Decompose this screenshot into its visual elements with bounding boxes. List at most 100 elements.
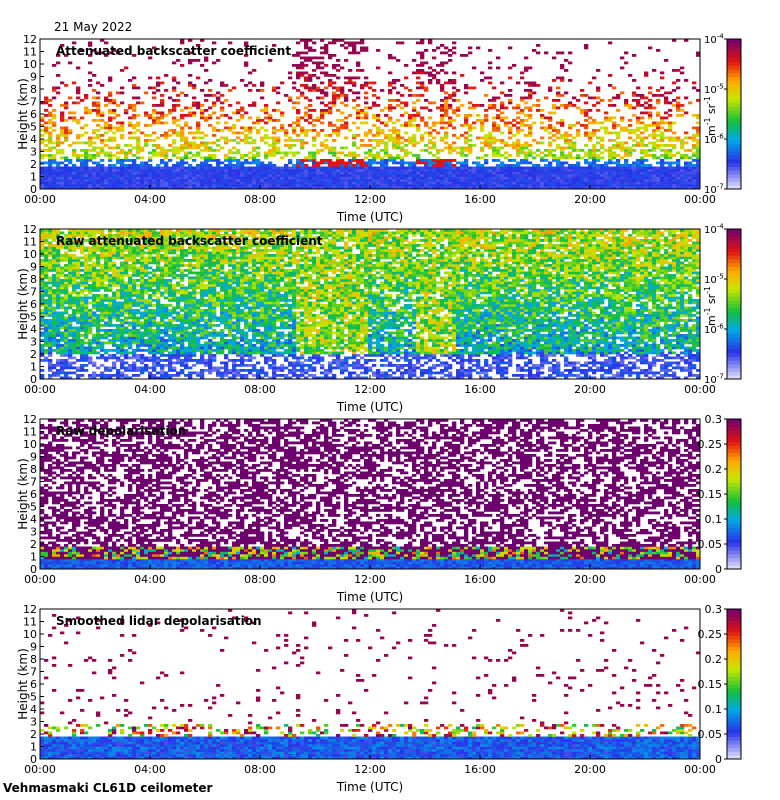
y-tick-label: 6 bbox=[30, 488, 37, 501]
colorbar-tick-label: 0.2 bbox=[705, 653, 723, 666]
colorbar-tick-label: 0.2 bbox=[705, 463, 723, 476]
y-tick-label: 1 bbox=[30, 361, 37, 374]
x-tick-label: 16:00 bbox=[464, 763, 496, 776]
colorbar-tick-label: 10-6​ bbox=[704, 133, 724, 147]
y-tick-label: 11 bbox=[23, 46, 37, 59]
colorbar-tick-label: 0.25 bbox=[698, 438, 723, 451]
panel-2: Raw attenuated backscatter coefficient01… bbox=[16, 223, 742, 414]
panel-title: Raw attenuated backscatter coefficient bbox=[56, 234, 323, 248]
x-tick-label: 20:00 bbox=[574, 573, 606, 586]
panel-title: Attenuated backscatter coefficient bbox=[56, 44, 291, 58]
y-tick-label: 10 bbox=[23, 438, 37, 451]
x-tick-label: 16:00 bbox=[464, 573, 496, 586]
y-tick-label: 6 bbox=[30, 108, 37, 121]
x-tick-label: 00:00 bbox=[24, 573, 56, 586]
y-tick-label: 5 bbox=[30, 501, 37, 514]
y-tick-label: 4 bbox=[30, 133, 37, 146]
y-tick-label: 4 bbox=[30, 323, 37, 336]
y-tick-label: 11 bbox=[23, 236, 37, 249]
heatmap-cells bbox=[40, 229, 701, 380]
x-tick-label: 20:00 bbox=[574, 193, 606, 206]
date-label: 21 May 2022 bbox=[54, 20, 132, 34]
colorbar-unit: m-1​ sr-1​ bbox=[703, 286, 718, 326]
x-tick-label: 04:00 bbox=[134, 763, 166, 776]
y-tick-label: 9 bbox=[30, 641, 37, 654]
colorbar-frame bbox=[726, 38, 742, 190]
heatmap-cells bbox=[40, 609, 701, 760]
y-tick-label: 2 bbox=[30, 158, 37, 171]
y-tick-label: 3 bbox=[30, 716, 37, 729]
y-axis-label: Height (km) bbox=[16, 268, 30, 339]
y-tick-label: 1 bbox=[30, 551, 37, 564]
y-tick-label: 1 bbox=[30, 741, 37, 754]
x-tick-label: 00:00 bbox=[684, 763, 716, 776]
x-tick-label: 08:00 bbox=[244, 383, 276, 396]
x-tick-label: 12:00 bbox=[354, 573, 386, 586]
colorbar-tick-label: 0.25 bbox=[698, 628, 723, 641]
x-tick-label: 04:00 bbox=[134, 193, 166, 206]
x-tick-label: 12:00 bbox=[354, 193, 386, 206]
y-tick-label: 7 bbox=[30, 666, 37, 679]
y-axis-label: Height (km) bbox=[16, 648, 30, 719]
panel-title: Raw depolarisation bbox=[56, 424, 186, 438]
x-tick-label: 16:00 bbox=[464, 193, 496, 206]
colorbar: 10-4​ 10-5​ 10-6​ 10-7​ m-1​ sr-1​ bbox=[703, 223, 742, 386]
y-tick-label: 5 bbox=[30, 311, 37, 324]
panel-4: Smoothed lidar depolarisation01234567891… bbox=[16, 603, 742, 794]
colorbar-tick-label: 0.1 bbox=[705, 513, 723, 526]
y-tick-label: 7 bbox=[30, 96, 37, 109]
footer-label: Vehmasmaki CL61D ceilometer bbox=[3, 781, 212, 795]
colorbar-tick-label: 10-7​ bbox=[704, 183, 724, 197]
x-tick-label: 00:00 bbox=[24, 383, 56, 396]
y-tick-label: 3 bbox=[30, 336, 37, 349]
x-axis-label: Time (UTC) bbox=[336, 400, 403, 414]
colorbar-tick-label: 0.15 bbox=[698, 678, 723, 691]
x-tick-label: 00:00 bbox=[24, 193, 56, 206]
heatmap-cells bbox=[40, 39, 701, 190]
colorbar-tick-label: 10-5​ bbox=[704, 273, 724, 287]
y-axis-label: Height (km) bbox=[16, 458, 30, 529]
x-tick-label: 12:00 bbox=[354, 383, 386, 396]
y-tick-label: 5 bbox=[30, 691, 37, 704]
colorbar-tick-label: 0.1 bbox=[705, 703, 723, 716]
y-tick-label: 2 bbox=[30, 538, 37, 551]
y-tick-label: 9 bbox=[30, 451, 37, 464]
y-tick-label: 10 bbox=[23, 58, 37, 71]
y-tick-label: 6 bbox=[30, 298, 37, 311]
y-tick-label: 8 bbox=[30, 653, 37, 666]
x-tick-label: 20:00 bbox=[574, 383, 606, 396]
y-tick-label: 1 bbox=[30, 171, 37, 184]
y-tick-label: 0 bbox=[30, 183, 37, 196]
y-tick-label: 7 bbox=[30, 476, 37, 489]
colorbar: 0.3 0.25 0.2 0.15 0.1 0.05 0 bbox=[698, 603, 742, 766]
y-tick-label: 4 bbox=[30, 513, 37, 526]
colorbar-tick-label: 10-4​ bbox=[704, 223, 724, 237]
y-tick-label: 0 bbox=[30, 563, 37, 576]
panel-title: Smoothed lidar depolarisation bbox=[56, 614, 262, 628]
colorbar: 10-4​ 10-5​ 10-6​ 10-7​ m-1​ sr-1​ bbox=[703, 33, 742, 197]
y-tick-label: 0 bbox=[30, 753, 37, 766]
y-tick-label: 7 bbox=[30, 286, 37, 299]
y-tick-label: 2 bbox=[30, 348, 37, 361]
y-tick-label: 4 bbox=[30, 703, 37, 716]
y-tick-label: 10 bbox=[23, 628, 37, 641]
colorbar-tick-label: 0 bbox=[715, 563, 722, 576]
x-tick-label: 00:00 bbox=[684, 573, 716, 586]
panel-1: Attenuated backscatter coefficient012345… bbox=[16, 33, 742, 224]
y-tick-label: 12 bbox=[23, 413, 37, 426]
y-tick-label: 0 bbox=[30, 373, 37, 386]
colorbar-tick-label: 10-4​ bbox=[704, 33, 724, 47]
x-tick-label: 00:00 bbox=[684, 383, 716, 396]
x-tick-label: 00:00 bbox=[24, 763, 56, 776]
colorbar-tick-label: 0.3 bbox=[705, 413, 723, 426]
colorbar-tick-label: 10-5​ bbox=[704, 83, 724, 97]
colorbar-tick-label: 0.15 bbox=[698, 488, 723, 501]
y-tick-label: 8 bbox=[30, 83, 37, 96]
x-tick-label: 04:00 bbox=[134, 383, 166, 396]
y-tick-label: 10 bbox=[23, 248, 37, 261]
y-tick-label: 3 bbox=[30, 146, 37, 159]
x-tick-label: 04:00 bbox=[134, 573, 166, 586]
x-tick-label: 12:00 bbox=[354, 763, 386, 776]
